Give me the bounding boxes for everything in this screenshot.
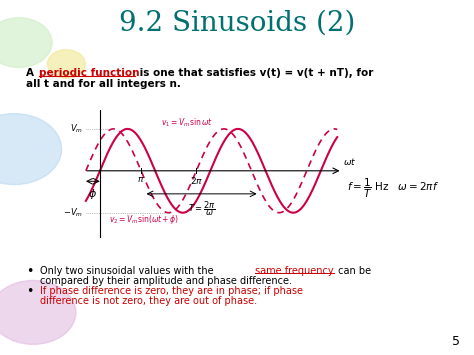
Text: $2\pi$: $2\pi$ (190, 175, 203, 186)
Text: 9.2 Sinusoids (2): 9.2 Sinusoids (2) (119, 10, 355, 37)
Text: same frequency: same frequency (255, 266, 334, 276)
Text: $f = \dfrac{1}{T}$ Hz   $\omega = 2\pi f$: $f = \dfrac{1}{T}$ Hz $\omega = 2\pi f$ (347, 176, 439, 200)
Text: $v_2 = V_m \sin(\omega t + \phi)$: $v_2 = V_m \sin(\omega t + \phi)$ (109, 213, 179, 226)
Text: Only two sinusoidal values with the: Only two sinusoidal values with the (40, 266, 217, 276)
Text: A: A (26, 68, 38, 78)
Circle shape (0, 18, 52, 67)
Text: $v_1 = V_m \sin \omega t$: $v_1 = V_m \sin \omega t$ (162, 116, 213, 129)
Text: $\pi$: $\pi$ (137, 175, 145, 184)
Text: is one that satisfies v(t) = v(t + nT), for: is one that satisfies v(t) = v(t + nT), … (136, 68, 374, 78)
Text: If phase difference is zero, they are in phase; if phase: If phase difference is zero, they are in… (40, 286, 303, 296)
Text: can be: can be (335, 266, 371, 276)
Text: difference is not zero, they are out of phase.: difference is not zero, they are out of … (40, 296, 257, 306)
Text: $\phi$: $\phi$ (88, 187, 97, 201)
Text: $\omega t$: $\omega t$ (343, 157, 357, 168)
Text: $-V_m$: $-V_m$ (63, 207, 83, 219)
Text: $T = \dfrac{2\pi}{\omega}$: $T = \dfrac{2\pi}{\omega}$ (188, 199, 216, 218)
Text: periodic function: periodic function (39, 68, 139, 78)
Text: •: • (26, 285, 34, 298)
Text: compared by their amplitude and phase difference.: compared by their amplitude and phase di… (40, 276, 292, 286)
Text: $V_m$: $V_m$ (70, 123, 83, 135)
Circle shape (0, 114, 62, 185)
Circle shape (0, 280, 76, 344)
Text: all t and for all integers n.: all t and for all integers n. (26, 80, 181, 89)
Circle shape (47, 50, 85, 78)
Text: •: • (26, 265, 34, 278)
Text: 5: 5 (452, 335, 460, 348)
